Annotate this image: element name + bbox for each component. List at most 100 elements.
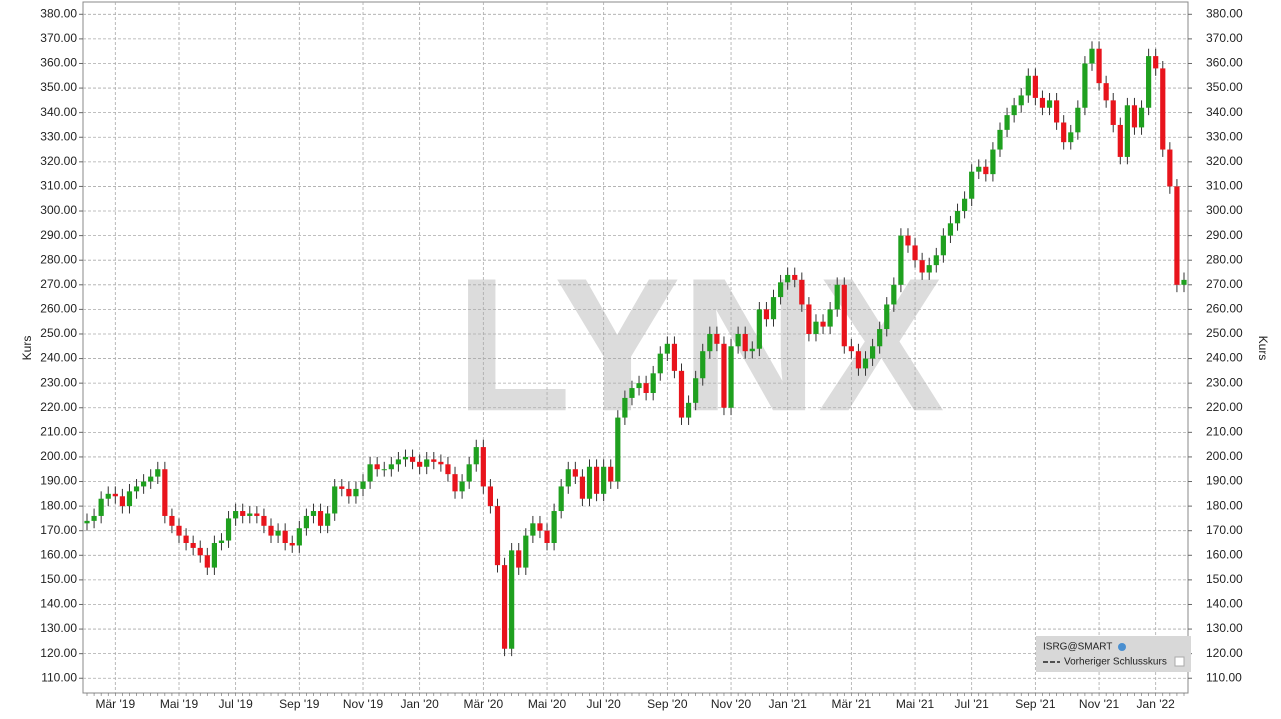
candle-body — [452, 474, 458, 492]
candle-body — [1004, 115, 1010, 130]
y-tick-label: 110.00 — [41, 670, 77, 684]
x-tick-label: Mai '20 — [528, 697, 567, 711]
candle-body — [346, 488, 352, 497]
y2-tick-label: 240.00 — [1206, 351, 1243, 365]
candle-body — [1153, 56, 1159, 69]
candle-body — [862, 358, 869, 369]
candle-body — [678, 370, 685, 418]
y-tick-label: 230.00 — [40, 375, 77, 389]
y-tick-label: 280.00 — [40, 252, 77, 266]
candle-body — [976, 166, 982, 172]
candle-body — [431, 459, 437, 462]
y2-tick-label: 170.00 — [1206, 523, 1243, 537]
candle-body — [962, 198, 968, 212]
legend-symbol: ISRG@SMART — [1043, 642, 1112, 653]
candle-body — [742, 333, 748, 352]
candle-body — [133, 486, 140, 492]
candle-body — [509, 550, 515, 649]
candle-body — [162, 469, 168, 516]
candle-body — [282, 530, 288, 543]
candle-body — [983, 166, 989, 175]
candle-body — [601, 466, 607, 494]
candle-body — [763, 309, 770, 320]
candle-body — [848, 346, 854, 352]
candle-body — [233, 511, 239, 519]
y-tick-label: 130.00 — [40, 621, 77, 635]
y2-tick-label: 230.00 — [1206, 375, 1243, 389]
candle-body — [636, 383, 642, 389]
candle-body — [806, 304, 812, 334]
candle-body — [1011, 105, 1017, 116]
y-tick-label: 310.00 — [40, 179, 77, 193]
candle-body — [1174, 186, 1180, 285]
y2-axis-title: Kurs — [1256, 336, 1270, 361]
candle-body — [261, 515, 267, 526]
candle-body — [105, 493, 111, 499]
candle-body — [954, 211, 961, 224]
x-tick-label: Nov '19 — [343, 697, 384, 711]
candle-body — [211, 542, 217, 568]
x-tick-label: Sep '20 — [647, 697, 688, 711]
candle-body — [126, 491, 133, 507]
candle-body — [749, 348, 755, 352]
candle-body — [1096, 48, 1102, 84]
candle-body — [487, 486, 494, 507]
candle-body — [792, 274, 798, 280]
y2-tick-label: 120.00 — [1206, 646, 1243, 660]
candle-body — [657, 353, 663, 374]
candle-body — [310, 511, 317, 516]
y2-tick-label: 300.00 — [1206, 203, 1243, 217]
candle-body — [494, 506, 501, 566]
candle-body — [473, 447, 479, 465]
watermark: LYNX — [455, 239, 944, 451]
candle-body — [1054, 100, 1060, 123]
candle-body — [926, 265, 932, 273]
y2-tick-label: 150.00 — [1206, 572, 1243, 586]
candle-body — [190, 542, 196, 548]
candle-body — [615, 417, 621, 482]
y-tick-label: 150.00 — [40, 572, 77, 586]
y-tick-label: 340.00 — [40, 105, 77, 119]
candle-body — [1046, 100, 1053, 108]
candle-body — [218, 540, 225, 543]
y-tick-label: 320.00 — [40, 154, 77, 168]
y-tick-label: 300.00 — [40, 203, 77, 217]
candle-body — [756, 309, 762, 349]
candle-body — [572, 469, 578, 477]
y2-tick-label: 160.00 — [1206, 547, 1243, 561]
candle-body — [303, 515, 309, 529]
candle-body — [339, 486, 345, 489]
candle-body — [1032, 75, 1038, 98]
x-tick-label: Jan '21 — [769, 697, 808, 711]
candle-body — [537, 523, 543, 531]
candle-body — [332, 486, 338, 514]
candle-body — [480, 447, 486, 487]
y-tick-label: 290.00 — [40, 228, 77, 242]
candle-body — [664, 343, 670, 354]
candle-body — [707, 333, 713, 352]
x-tick-label: Jan '20 — [400, 697, 439, 711]
y2-tick-label: 360.00 — [1206, 56, 1243, 70]
candle-body — [353, 488, 359, 497]
y2-tick-label: 130.00 — [1206, 621, 1243, 635]
candle-body — [940, 235, 946, 256]
legend-checkbox[interactable] — [1174, 656, 1185, 667]
candle-body — [388, 464, 394, 470]
candle-body — [544, 530, 550, 543]
candle-body — [155, 469, 161, 477]
y-axis-title: Kurs — [20, 336, 34, 361]
plot-area — [82, 1, 1189, 694]
x-tick-label: Jul '21 — [955, 697, 990, 711]
candle-body — [395, 459, 402, 465]
x-tick-label: Mai '21 — [896, 697, 935, 711]
candle-body — [1103, 83, 1109, 101]
y2-tick-label: 190.00 — [1206, 474, 1243, 488]
candle-body — [551, 511, 557, 543]
y2-tick-label: 260.00 — [1206, 302, 1243, 316]
y2-tick-label: 280.00 — [1206, 252, 1243, 266]
candle-body — [325, 513, 331, 526]
y-tick-label: 180.00 — [40, 498, 77, 512]
candle-body — [268, 525, 274, 536]
y-tick-label: 350.00 — [40, 80, 77, 94]
y2-tick-label: 320.00 — [1206, 154, 1243, 168]
